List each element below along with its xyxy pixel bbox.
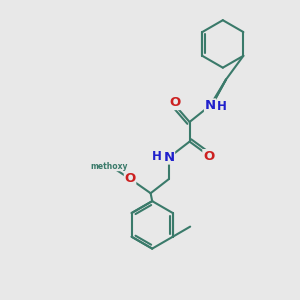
Text: H: H [217,100,227,112]
Text: methoxy: methoxy [91,162,128,171]
Text: N: N [164,151,175,164]
Text: H: H [152,150,162,163]
Text: O: O [203,150,214,163]
Text: O: O [124,172,136,185]
Text: N: N [205,99,216,112]
Text: O: O [169,97,180,110]
